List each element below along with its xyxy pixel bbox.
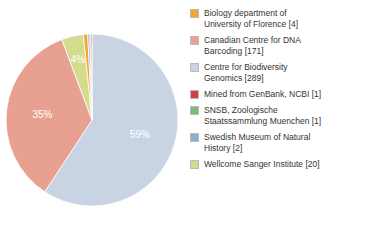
html-text:Biology department of Universi: Biology department of University of Flor…	[204, 8, 298, 29]
html-text:Wellcome Sanger Institute [20]: Wellcome Sanger Institute [20]	[204, 159, 320, 169]
svg-text:4%: 4%	[71, 54, 86, 65]
html-text:Canadian Centre for DNA Barcod: Canadian Centre for DNA Barcoding [171]	[204, 35, 301, 56]
html-text:Swedish Museum of Natural Hist: Swedish Museum of Natural History [2]	[204, 132, 311, 153]
svg-text:35%: 35%	[32, 109, 52, 120]
html-text:Centre for Biodiversity Genomi: Centre for Biodiversity Genomics [289]	[204, 62, 288, 83]
html-text:SNSB, Zoologische Staatssammlu: SNSB, Zoologische Staatssammlung Muenche…	[204, 105, 322, 126]
svg-text:59%: 59%	[130, 129, 150, 140]
html-text:Mined from GenBank, NCBI [1]: Mined from GenBank, NCBI [1]	[204, 89, 322, 99]
